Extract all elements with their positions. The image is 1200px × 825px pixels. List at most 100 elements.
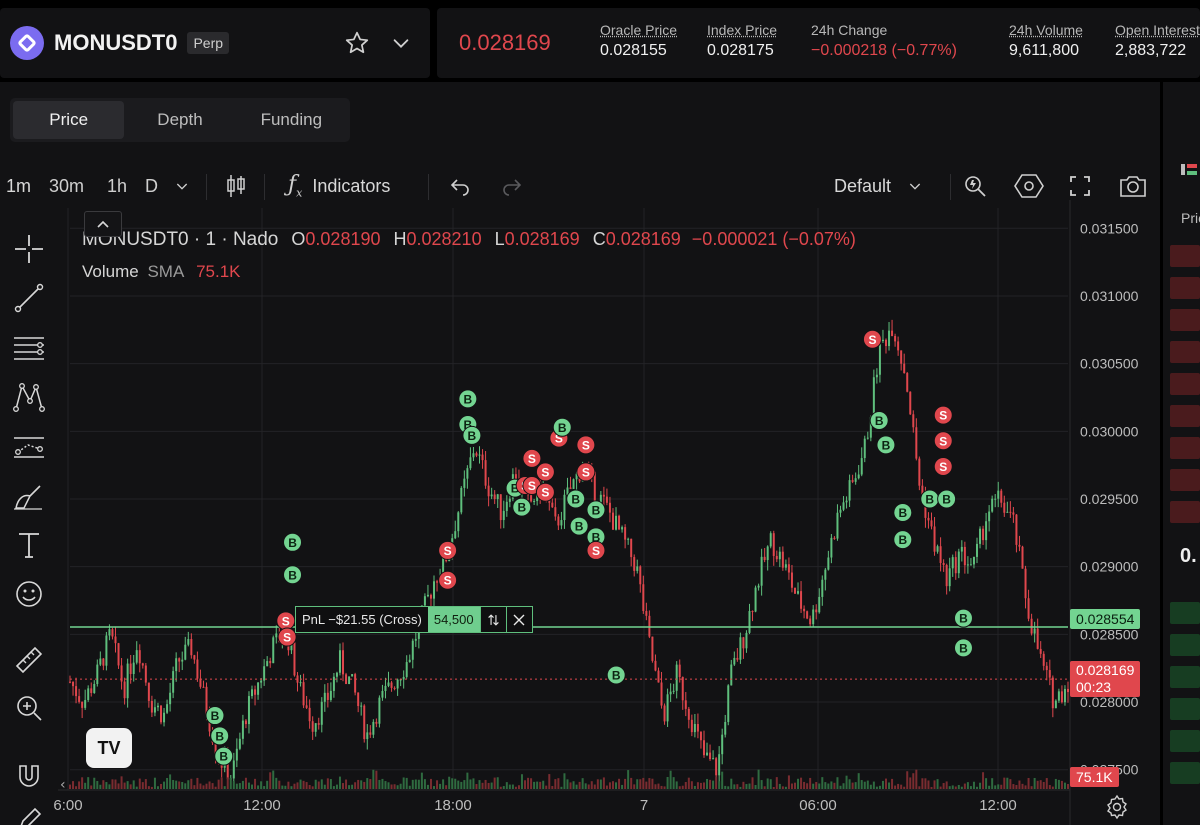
candle-body	[897, 341, 900, 351]
orderbook-ask-row[interactable]	[1170, 373, 1200, 395]
stat-label[interactable]: 24h Volume	[1009, 22, 1083, 38]
settings-hexagon-icon[interactable]	[1014, 164, 1044, 208]
buy-marker[interactable]: B	[462, 425, 482, 445]
buy-marker[interactable]: B	[586, 500, 606, 520]
tradingview-logo[interactable]: TV	[86, 728, 132, 768]
buy-marker[interactable]: B	[569, 516, 589, 536]
chart-settings-gear-icon[interactable]	[1104, 794, 1130, 820]
market-selector[interactable]: MONUSDT0 Perp	[0, 8, 430, 78]
volume-bar	[505, 782, 508, 789]
buy-marker[interactable]: B	[606, 665, 626, 685]
crosshair-icon[interactable]	[8, 229, 50, 269]
brush-icon[interactable]	[8, 476, 50, 516]
orderbook-ask-row[interactable]	[1170, 501, 1200, 523]
buy-marker[interactable]: B	[893, 530, 913, 550]
volume-bar	[790, 783, 793, 789]
buy-marker[interactable]: B	[458, 389, 478, 409]
forecast-tool-icon[interactable]	[8, 426, 50, 466]
interval-30m[interactable]: 30m	[49, 175, 85, 196]
camera-icon[interactable]	[1118, 164, 1148, 208]
collapse-legend-button[interactable]	[84, 211, 122, 237]
price-chart[interactable]: 0.031500 0.031000 0.030500 0.030000 0.029500…	[0, 0, 1160, 825]
buy-marker[interactable]: B	[283, 532, 303, 552]
orderbook-ask-row[interactable]	[1170, 309, 1200, 331]
pencil-icon[interactable]	[8, 800, 50, 825]
orderbook-ask-row[interactable]	[1170, 437, 1200, 459]
tab-depth[interactable]: Depth	[157, 110, 203, 129]
svg-text:S: S	[528, 479, 536, 493]
orderbook-ask-row[interactable]	[1170, 469, 1200, 491]
sell-marker[interactable]: S	[586, 540, 606, 560]
trend-line-icon[interactable]	[8, 278, 50, 318]
volume-bar	[757, 769, 760, 789]
buy-marker[interactable]: B	[953, 638, 973, 658]
buy-marker[interactable]: B	[210, 726, 230, 746]
stat-label[interactable]: Oracle Price	[600, 22, 678, 38]
buy-marker[interactable]: B	[869, 410, 889, 430]
favorite-star-icon[interactable]	[342, 28, 372, 58]
undo-icon[interactable]	[448, 164, 472, 208]
sell-marker[interactable]: S	[438, 540, 458, 560]
buy-marker[interactable]: B	[876, 435, 896, 455]
orderbook-ask-row[interactable]	[1170, 245, 1200, 267]
buy-marker[interactable]: B	[953, 608, 973, 628]
layout-select[interactable]: Default	[834, 164, 923, 208]
stat-label[interactable]: Open Interest	[1115, 22, 1200, 38]
orderbook-bid-row[interactable]	[1170, 602, 1200, 624]
candlestick-type-icon[interactable]	[224, 164, 248, 208]
buy-marker[interactable]: B	[205, 706, 225, 726]
close-position-icon[interactable]	[505, 607, 532, 632]
fullscreen-icon[interactable]	[1068, 164, 1092, 208]
tab-price[interactable]: Price	[13, 101, 125, 139]
reverse-position-icon[interactable]	[479, 607, 506, 632]
buy-marker[interactable]: B	[552, 417, 572, 437]
buy-marker[interactable]: B	[566, 489, 586, 509]
ruler-icon[interactable]	[8, 640, 50, 680]
sell-marker[interactable]: S	[535, 482, 555, 502]
sell-marker[interactable]: S	[933, 457, 953, 477]
orderbook-layout-icon[interactable]	[1181, 162, 1197, 178]
quick-search-icon[interactable]	[962, 164, 990, 208]
buy-marker[interactable]: B	[893, 503, 913, 523]
indicators-button[interactable]: ƒx Indicators	[288, 164, 390, 208]
orderbook-bid-row[interactable]	[1170, 698, 1200, 720]
orderbook-bid-row[interactable]	[1170, 730, 1200, 752]
buy-marker[interactable]: B	[937, 489, 957, 509]
buy-marker[interactable]: B	[214, 746, 234, 766]
sell-marker[interactable]: S	[576, 435, 596, 455]
orderbook-ask-row[interactable]	[1170, 341, 1200, 363]
tab-funding[interactable]: Funding	[260, 110, 323, 129]
sell-marker[interactable]: S	[535, 462, 555, 482]
orderbook-ask-row[interactable]	[1170, 277, 1200, 299]
sell-marker[interactable]: S	[933, 405, 953, 425]
sell-marker[interactable]: S	[933, 431, 953, 451]
orderbook-bid-row[interactable]	[1170, 762, 1200, 784]
horizontal-lines-icon[interactable]	[8, 328, 50, 368]
chevron-down-icon[interactable]	[386, 28, 416, 58]
emoji-icon[interactable]	[8, 574, 50, 614]
sell-marker[interactable]: S	[276, 611, 296, 631]
sell-marker[interactable]: S	[438, 570, 458, 590]
sell-marker[interactable]: S	[277, 627, 297, 647]
buy-marker[interactable]: B	[512, 497, 532, 517]
scroll-left-icon[interactable]: ‹	[60, 777, 66, 793]
magnet-icon[interactable]	[8, 756, 50, 796]
buy-marker[interactable]: B	[920, 489, 940, 509]
orderbook-bid-row[interactable]	[1170, 634, 1200, 656]
orderbook-ask-row[interactable]	[1170, 405, 1200, 427]
sell-marker[interactable]: S	[522, 448, 542, 468]
sell-marker[interactable]: S	[862, 329, 882, 349]
orderbook-bid-row[interactable]	[1170, 666, 1200, 688]
pattern-tool-icon[interactable]	[8, 377, 50, 417]
interval-d[interactable]: D	[145, 175, 158, 196]
stat-label[interactable]: Index Price	[707, 22, 778, 38]
zoom-in-icon[interactable]	[8, 688, 50, 728]
interval-1m[interactable]: 1m	[6, 175, 32, 196]
buy-marker[interactable]: B	[283, 565, 303, 585]
sell-marker[interactable]: S	[576, 462, 596, 482]
position-pnl-label[interactable]: PnL −$21.55 (Cross) 54,500	[295, 606, 533, 633]
text-tool-icon[interactable]	[8, 525, 50, 565]
interval-chevron-down-icon[interactable]	[174, 164, 190, 208]
redo-icon[interactable]	[500, 164, 524, 208]
interval-1h[interactable]: 1h	[107, 175, 128, 196]
